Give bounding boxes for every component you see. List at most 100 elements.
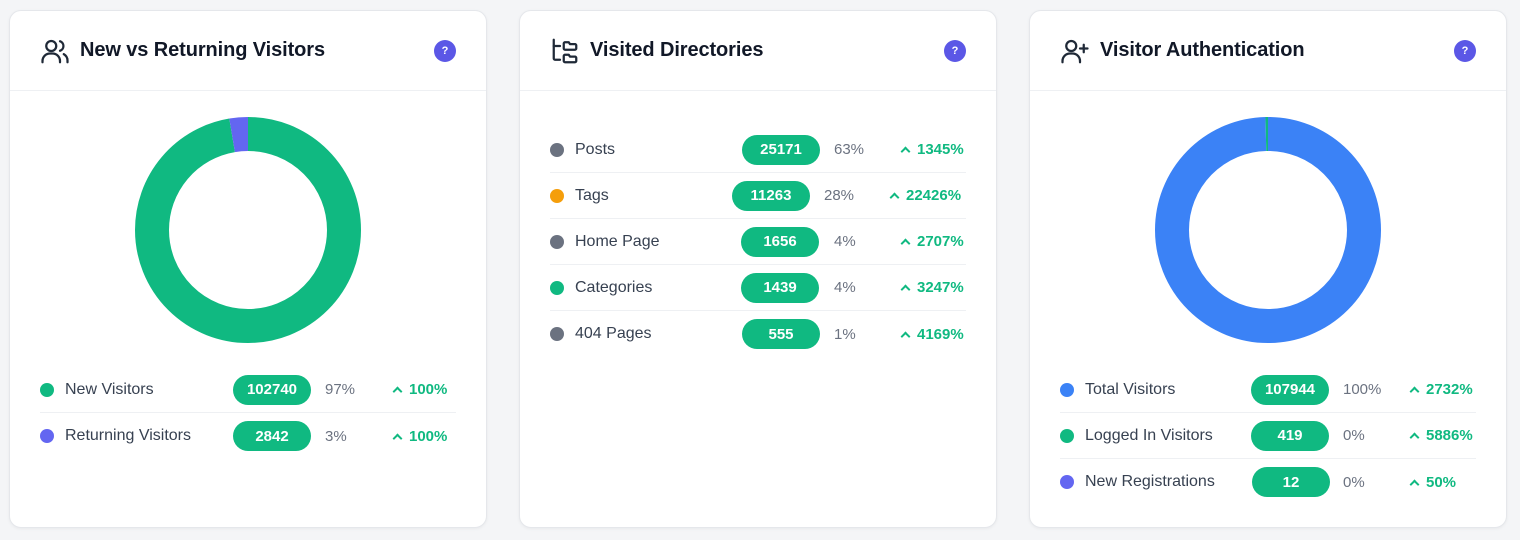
list-item: Tags 11263 28% 22426% <box>550 173 966 219</box>
list-item: 404 Pages 555 1% 4169% <box>550 311 966 357</box>
value-badge: 419 <box>1251 420 1329 451</box>
legend-dot <box>550 188 564 203</box>
row-label: Posts <box>575 140 616 158</box>
value-badge: 555 <box>742 319 820 349</box>
row-label: Tags <box>575 186 609 204</box>
list-item: Posts 25171 63% 1345% <box>550 127 966 173</box>
legend-dot <box>1060 428 1074 443</box>
change-indicator: 3247% <box>900 279 964 296</box>
user-plus-icon <box>1060 36 1090 66</box>
row-label: Categories <box>575 278 653 296</box>
card-title: Visited Directories <box>590 39 764 61</box>
change-text: 3247% <box>917 279 964 296</box>
change-indicator: 4169% <box>900 325 964 343</box>
change-text: 100% <box>409 381 448 398</box>
help-button[interactable]: ? <box>1454 40 1476 62</box>
donut-segment-logged-in-visitors <box>1155 117 1381 343</box>
donut-segment-new-visitors <box>135 117 361 343</box>
arrow-up-icon <box>900 331 911 341</box>
donut-segment-returning-visitors <box>135 117 361 343</box>
list-item: New Registrations 12 0% 50% <box>1060 459 1476 505</box>
legend-dot <box>40 429 54 443</box>
value-badge: 11263 <box>732 180 810 211</box>
value-badge: 12 <box>1252 467 1330 497</box>
value-badge: 2842 <box>233 421 311 451</box>
card-header: New vs Returning Visitors ? <box>10 11 486 91</box>
arrow-up-icon <box>392 386 403 397</box>
percent-text: 0% <box>1343 427 1365 444</box>
arrow-up-icon <box>392 433 403 443</box>
arrow-up-icon <box>1409 432 1420 443</box>
donut-chart <box>1030 115 1506 345</box>
arrow-up-icon <box>900 238 911 249</box>
value-badge: 1439 <box>741 272 819 303</box>
row-label: New Visitors <box>65 380 154 398</box>
donut-segment-total-visitors <box>1155 117 1381 343</box>
arrow-up-icon <box>1409 479 1420 489</box>
change-text: 22426% <box>906 187 962 204</box>
change-text: 2707% <box>917 233 964 250</box>
list-item: Categories 1439 4% 3247% <box>550 265 966 311</box>
change-indicator: 100% <box>392 427 448 445</box>
row-label: New Registrations <box>1085 473 1215 490</box>
legend-dot <box>1060 382 1074 397</box>
legend-dot <box>550 327 564 341</box>
change-text: 5886% <box>1426 427 1473 444</box>
card-title: Visitor Authentication <box>1100 39 1305 61</box>
list-item: Total Visitors 107944 100% 2732% <box>1060 367 1476 413</box>
change-text: 4169% <box>917 325 964 343</box>
change-indicator: 22426% <box>889 187 962 204</box>
donut-chart <box>10 115 486 345</box>
value-badge: 107944 <box>1251 374 1329 405</box>
change-indicator: 100% <box>392 381 448 398</box>
change-text: 2732% <box>1426 381 1473 398</box>
arrow-up-icon <box>900 146 911 157</box>
list-item: Home Page 1656 4% 2707% <box>550 219 966 265</box>
percent-text: 4% <box>834 279 856 296</box>
arrow-up-icon <box>1409 386 1420 397</box>
percent-text: 4% <box>834 233 856 250</box>
directory-list: Posts 25171 63% 1345% Tags 11263 28% 224… <box>550 127 966 357</box>
help-button[interactable]: ? <box>944 40 966 62</box>
arrow-up-icon <box>900 284 911 295</box>
percent-text: 100% <box>1343 381 1382 398</box>
legend-dot <box>40 382 54 397</box>
card-header: Visitor Authentication ? <box>1030 11 1506 91</box>
legend-dot <box>550 234 564 249</box>
visited-directories-card: Visited Directories ? Posts 25171 63% 13… <box>519 10 997 528</box>
percent-text: 63% <box>834 141 865 158</box>
percent-text: 3% <box>325 427 347 445</box>
change-indicator: 2732% <box>1409 381 1473 398</box>
folder-tree-icon <box>550 36 580 66</box>
card-title: New vs Returning Visitors <box>80 39 325 61</box>
change-indicator: 2707% <box>900 233 964 250</box>
row-label: Total Visitors <box>1085 380 1176 398</box>
change-text: 100% <box>409 427 448 445</box>
help-button[interactable]: ? <box>434 40 456 62</box>
change-text: 1345% <box>917 141 964 158</box>
change-indicator: 1345% <box>900 141 964 158</box>
value-badge: 25171 <box>742 134 820 165</box>
list-item: Returning Visitors 2842 3% 100% <box>40 413 456 459</box>
change-indicator: 50% <box>1409 473 1457 491</box>
percent-text: 97% <box>325 381 356 398</box>
list-item: Logged In Visitors 419 0% 5886% <box>1060 413 1476 459</box>
legend-dot <box>1060 475 1074 489</box>
legend-dot <box>550 280 564 295</box>
legend-dot <box>550 142 564 157</box>
legend-list: Total Visitors 107944 100% 2732% Logged … <box>1060 367 1476 505</box>
card-header: Visited Directories ? <box>520 11 996 91</box>
row-label: 404 Pages <box>575 325 652 342</box>
value-badge: 1656 <box>741 226 819 257</box>
percent-text: 0% <box>1343 473 1365 491</box>
change-indicator: 5886% <box>1409 427 1473 444</box>
row-label: Logged In Visitors <box>1085 426 1213 444</box>
row-label: Returning Visitors <box>65 427 191 444</box>
legend-list: New Visitors 102740 97% 100% Returning V… <box>40 367 456 459</box>
change-text: 50% <box>1426 473 1457 491</box>
arrow-up-icon <box>889 192 900 203</box>
value-badge: 102740 <box>233 374 311 405</box>
percent-text: 1% <box>834 325 856 343</box>
new-vs-returning-card: New vs Returning Visitors ? New Visitors… <box>9 10 487 528</box>
visitor-authentication-card: Visitor Authentication ? Total Visitors … <box>1029 10 1507 528</box>
